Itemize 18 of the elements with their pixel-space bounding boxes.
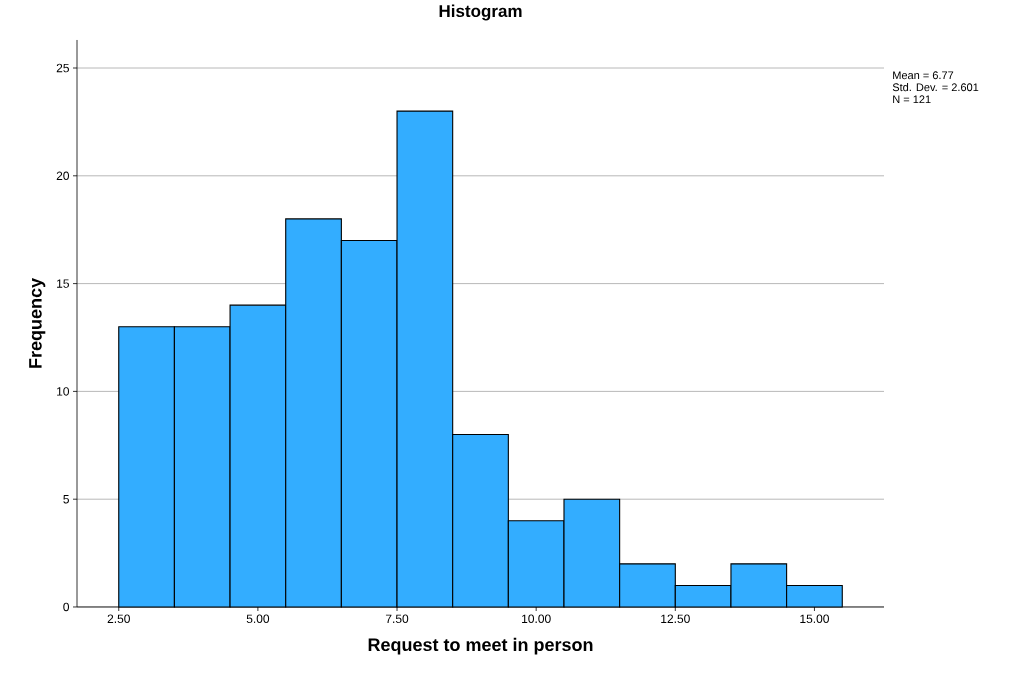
x-axis-title: Request to meet in person [368, 637, 593, 655]
x-tick-label: 7.50 [385, 614, 409, 624]
y-tick-label: 10 [57, 387, 70, 396]
y-tick-label: 5 [63, 495, 69, 504]
chart-title: Histogram [439, 4, 522, 21]
text: N = 121 [893, 95, 931, 104]
x-tick-label: 15.00 [800, 614, 829, 624]
x-tick-label: 2.50 [107, 614, 130, 624]
y-tick-label: 15 [57, 279, 69, 288]
x-tick-label: 10.00 [522, 614, 551, 624]
y-tick-label: 0 [63, 602, 70, 612]
x-tick-label: 5.00 [246, 614, 270, 624]
y-tick-label: 20 [56, 171, 70, 181]
x-tick-label: 12.50 [661, 614, 690, 624]
text: Std. Dev. = 2.601 [892, 83, 979, 92]
y-tick-label: 25 [56, 63, 69, 73]
text: Mean = 6.77 [893, 71, 954, 80]
y-axis-title: Frequency [29, 278, 46, 368]
